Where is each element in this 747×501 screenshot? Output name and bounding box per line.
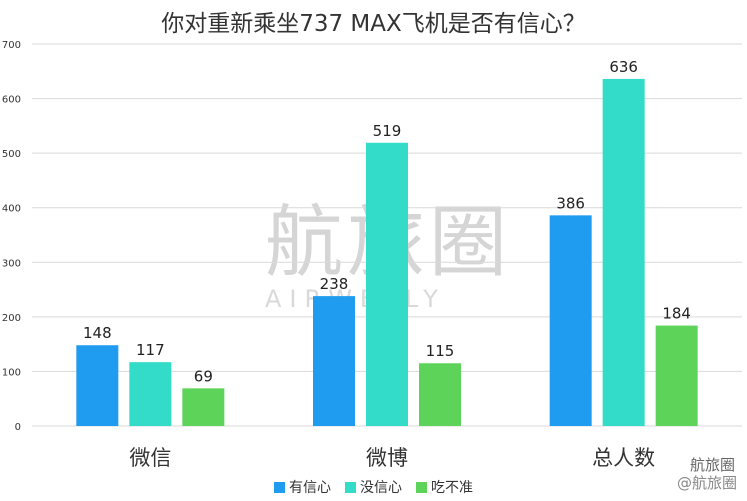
y-tick-label: 0 (15, 422, 21, 433)
brand-handle: @航旅圈 (676, 474, 737, 492)
y-tick-label: 400 (2, 204, 21, 215)
bar (129, 362, 172, 426)
bar (76, 345, 119, 426)
data-label: 117 (136, 341, 165, 359)
data-label: 148 (83, 324, 112, 342)
y-tick-label: 600 (2, 95, 21, 106)
data-label: 69 (194, 367, 213, 385)
legend-item-series-0: 有信心 (274, 477, 331, 497)
y-tick-label: 300 (2, 258, 21, 269)
legend-label: 没信心 (360, 480, 402, 496)
y-tick-label: 500 (2, 149, 21, 160)
data-label: 184 (662, 305, 691, 323)
bar (366, 142, 408, 426)
legend-swatch (416, 481, 427, 493)
x-category-label: 总人数 (592, 446, 655, 470)
data-label: 636 (609, 58, 638, 76)
bar (655, 325, 698, 426)
legend-swatch (274, 481, 285, 493)
legend-label: 有信心 (289, 480, 331, 496)
data-label: 115 (426, 342, 455, 360)
data-label: 386 (556, 194, 585, 212)
bar (182, 388, 225, 426)
bar (549, 215, 592, 426)
y-tick-label: 200 (2, 313, 21, 324)
legend-item-series-1: 没信心 (345, 477, 402, 497)
y-tick-label: 100 (2, 367, 21, 378)
chart-title: 你对重新乘坐737 MAX飞机是否有信心？ (161, 11, 586, 37)
legend-swatch (345, 481, 356, 493)
x-category-label: 微博 (366, 446, 408, 470)
bar (602, 78, 645, 426)
bar (419, 363, 461, 426)
x-category-label: 微信 (129, 446, 171, 470)
legend: 有信心 没信心 吃不准 (0, 477, 747, 497)
data-label: 238 (320, 275, 349, 293)
y-tick-label: 700 (2, 40, 21, 51)
bar (313, 296, 355, 426)
brand-label: 航旅圈 (689, 456, 735, 474)
legend-label: 吃不准 (431, 480, 473, 496)
data-label: 519 (373, 122, 402, 140)
legend-item-series-2: 吃不准 (416, 477, 473, 497)
